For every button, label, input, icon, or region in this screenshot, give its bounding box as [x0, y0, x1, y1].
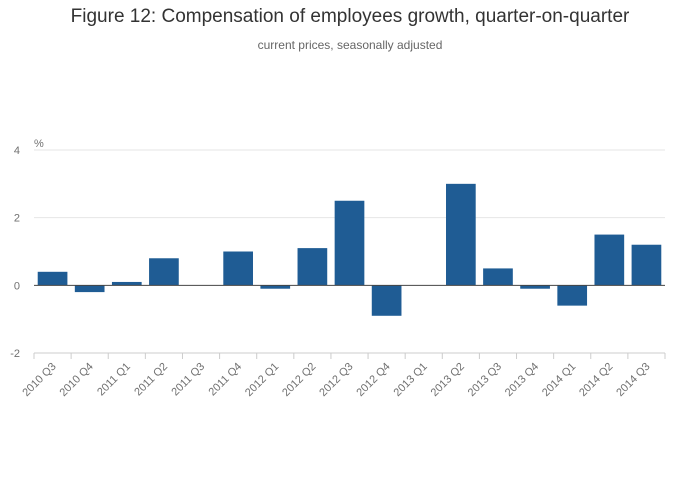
x-axis [33, 284, 666, 359]
bar [223, 251, 253, 286]
bar [37, 271, 68, 286]
y-tick-label: 0 [14, 280, 20, 292]
x-tick-label: 2013 Q4 [503, 361, 541, 399]
x-tick-label: 2010 Q3 [20, 361, 58, 399]
bar [594, 234, 625, 286]
bar [74, 285, 105, 293]
x-tick-label: 2012 Q4 [354, 361, 392, 399]
chart-subtitle: current prices, seasonally adjusted [257, 38, 443, 52]
bar [631, 244, 662, 286]
bar [149, 258, 179, 286]
x-tick-label: 2012 Q1 [243, 361, 281, 399]
x-tick-label: 2011 Q2 [132, 361, 170, 399]
x-tick-label: 2014 Q1 [540, 361, 578, 399]
x-tick-label: 2012 Q3 [317, 361, 355, 399]
x-tick-label: 2014 Q3 [614, 361, 652, 399]
x-tick-label: 2011 Q1 [95, 361, 133, 399]
bar [520, 285, 550, 289]
bar [557, 285, 588, 306]
y-axis-unit-label: % [34, 138, 44, 150]
y-tick-label: 4 [14, 145, 20, 157]
x-tick-label: 2010 Q4 [57, 361, 95, 399]
x-tick-label: 2011 Q4 [207, 361, 245, 399]
x-tick-label: 2012 Q2 [280, 361, 318, 399]
x-tick-label: 2013 Q2 [429, 361, 467, 399]
bar [297, 248, 328, 286]
x-tick-label: 2013 Q3 [466, 361, 504, 399]
y-tick-label: 2 [14, 213, 20, 225]
bar [111, 281, 142, 286]
y-tick-label: -2 [10, 348, 20, 360]
y-axis-ticks: -2 0 2 4 [10, 145, 20, 360]
bar [446, 183, 476, 286]
x-tick-label: 2014 Q2 [577, 361, 615, 399]
bar [371, 285, 402, 316]
bar [483, 268, 513, 286]
x-tick-label: 2011 Q3 [169, 361, 207, 399]
chart-title: Figure 12: Compensation of employees gro… [70, 6, 630, 27]
x-tick-label: 2013 Q1 [392, 361, 430, 399]
bar [260, 285, 291, 289]
bar [334, 200, 365, 286]
bars [37, 183, 662, 316]
